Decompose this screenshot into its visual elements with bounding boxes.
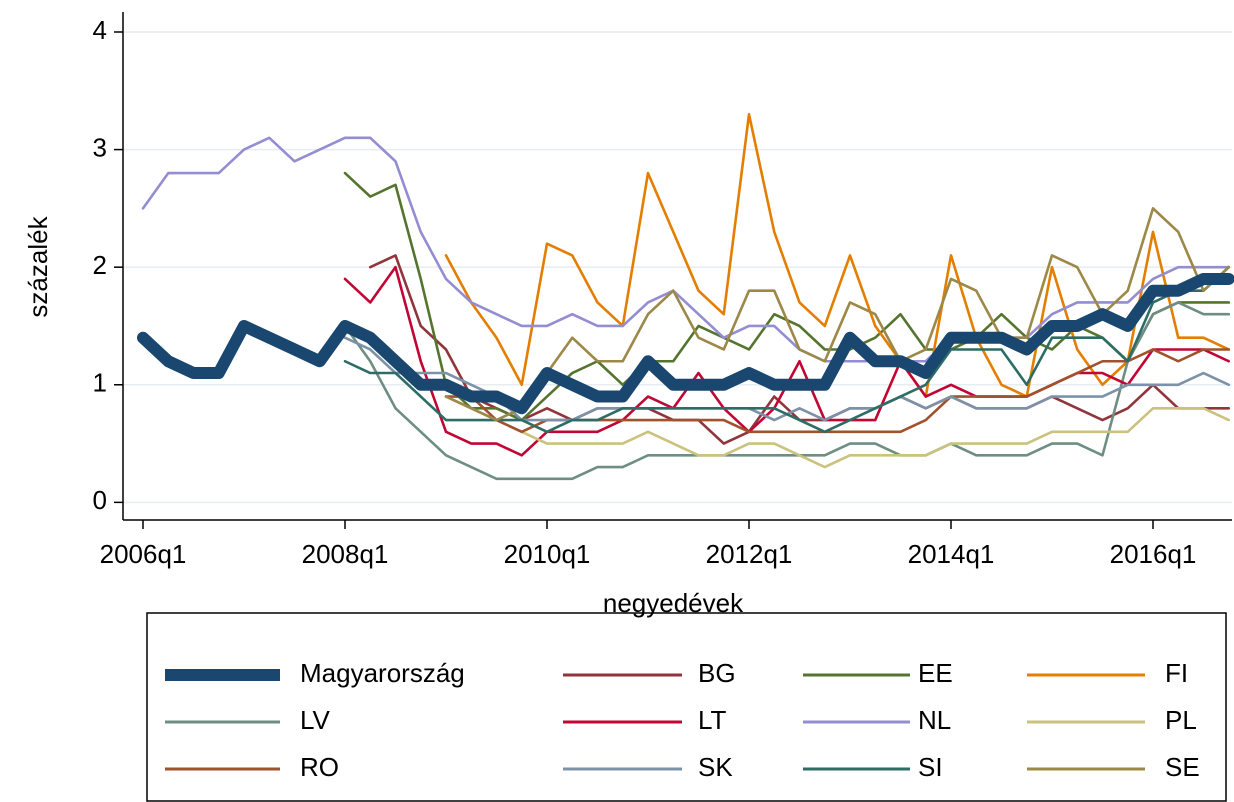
y-tick-label: 1 bbox=[93, 368, 107, 398]
legend-label: Magyarország bbox=[300, 658, 465, 688]
x-tick-label: 2012q1 bbox=[706, 539, 793, 569]
x-tick-label: 2014q1 bbox=[908, 539, 995, 569]
series-line bbox=[343, 301, 1231, 481]
legend-label: NL bbox=[918, 705, 951, 735]
y-tick-label: 3 bbox=[93, 132, 107, 162]
y-tick-label: 2 bbox=[93, 250, 107, 280]
legend-label: RO bbox=[300, 752, 339, 782]
y-tick-label: 4 bbox=[93, 15, 107, 45]
y-tick-label: 0 bbox=[93, 485, 107, 515]
x-tick-label: 2010q1 bbox=[504, 539, 591, 569]
x-tick-label: 2016q1 bbox=[1110, 539, 1197, 569]
x-tick-label: 2008q1 bbox=[302, 539, 389, 569]
series-line bbox=[444, 113, 1231, 398]
legend-box bbox=[146, 612, 1227, 802]
legend-label: SI bbox=[918, 752, 943, 782]
legend-label: PL bbox=[1165, 705, 1197, 735]
series-line bbox=[343, 265, 1231, 434]
y-axis-label: százalék bbox=[23, 215, 53, 317]
legend-label: SK bbox=[698, 752, 733, 782]
legend-label: BG bbox=[698, 658, 736, 688]
series-line bbox=[141, 136, 1231, 363]
legend-label: SE bbox=[1165, 752, 1200, 782]
legend-label: EE bbox=[918, 658, 953, 688]
legend-label: LV bbox=[300, 705, 331, 735]
legend-label: FI bbox=[1165, 658, 1188, 688]
legend-label: LT bbox=[698, 705, 727, 735]
series-line bbox=[137, 272, 1234, 415]
series-line bbox=[444, 207, 1231, 422]
x-tick-label: 2006q1 bbox=[100, 539, 187, 569]
series-line bbox=[444, 395, 1231, 469]
